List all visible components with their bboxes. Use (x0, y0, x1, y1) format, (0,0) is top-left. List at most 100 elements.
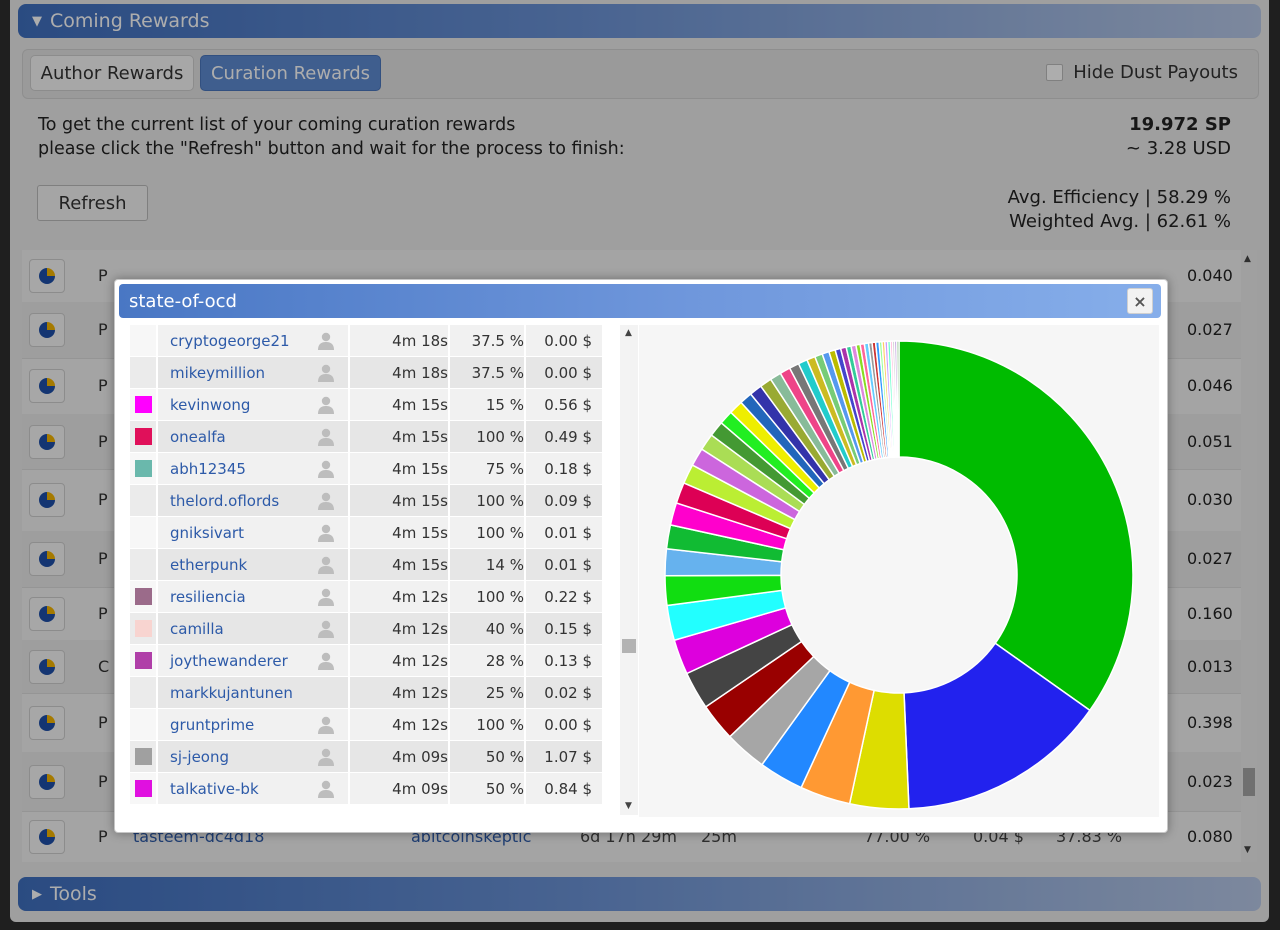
voters-list: cryptogeorge21 4m 18s 37.5 % 0.00 $ mikeymil… (130, 325, 604, 817)
voter-name-link[interactable]: camilla (170, 619, 224, 638)
tab-author-rewards[interactable]: Author Rewards (30, 55, 194, 91)
scroll-up-arrow-icon[interactable]: ▲ (1244, 254, 1251, 264)
vote-value: 0.00 $ (544, 715, 592, 734)
user-icon[interactable] (316, 741, 338, 772)
donut-slice[interactable] (896, 340, 900, 458)
user-icon[interactable] (316, 325, 338, 356)
scroll-down-arrow-icon[interactable]: ▼ (625, 801, 632, 811)
voter-name-link[interactable]: onealfa (170, 427, 226, 446)
user-icon[interactable] (316, 453, 338, 484)
swatch-box (135, 460, 152, 477)
vote-time: 4m 12s (392, 651, 448, 670)
user-icon[interactable] (316, 645, 338, 676)
dialog-titlebar[interactable]: state-of-ocd × (119, 284, 1161, 318)
close-button[interactable]: × (1127, 288, 1153, 314)
user-icon[interactable] (316, 357, 338, 388)
voter-name-link[interactable]: talkative-bk (170, 779, 259, 798)
tools-header[interactable]: ▶ Tools (18, 877, 1261, 911)
pie-chart-icon (39, 658, 55, 675)
cell-background (526, 677, 602, 708)
pie-chart-button[interactable] (29, 764, 65, 799)
scrollbar-thumb[interactable] (1243, 768, 1255, 796)
swatch-box (135, 780, 152, 797)
voter-name-link[interactable]: resiliencia (170, 587, 246, 606)
pie-chart-icon (39, 773, 55, 790)
voter-name-link[interactable]: sj-jeong (170, 747, 229, 766)
user-icon[interactable] (316, 485, 338, 516)
vote-time: 4m 12s (392, 683, 448, 702)
efficiency-summary: Avg. Efficiency | 58.29 % Weighted Avg. … (1008, 186, 1231, 234)
reward-value: 0.046 (1187, 376, 1233, 395)
pie-chart-icon (39, 828, 55, 845)
pie-chart-button[interactable] (29, 649, 65, 684)
donut-slice[interactable] (903, 642, 1091, 810)
pie-chart-button[interactable] (29, 424, 65, 459)
user-icon[interactable] (316, 709, 338, 740)
voter-name-link[interactable]: thelord.oflords (170, 491, 280, 510)
pie-chart-button[interactable] (29, 483, 65, 517)
voter-name-link[interactable]: mikeymillion (170, 363, 266, 382)
row-type: P (98, 376, 108, 395)
voter-name-link[interactable]: etherpunk (170, 555, 248, 574)
voter-name-link[interactable]: gniksivart (170, 523, 244, 542)
vote-time: 4m 15s (392, 427, 448, 446)
row-type: P (98, 549, 108, 568)
refresh-button[interactable]: Refresh (37, 185, 148, 221)
pie-chart-button[interactable] (29, 819, 65, 854)
voter-name-link[interactable]: cryptogeorge21 (170, 331, 290, 350)
voter-name-link[interactable]: kevinwong (170, 395, 251, 414)
scroll-down-arrow-icon[interactable]: ▼ (1244, 845, 1251, 855)
dialog-title: state-of-ocd (129, 290, 237, 312)
hide-dust-checkbox[interactable] (1046, 64, 1064, 81)
cell-background (350, 485, 448, 516)
pie-chart-button[interactable] (29, 705, 65, 740)
scroll-up-arrow-icon[interactable]: ▲ (625, 328, 632, 338)
coming-rewards-header[interactable]: ▼ Coming Rewards (18, 4, 1261, 38)
pie-chart-button[interactable] (29, 369, 65, 403)
user-icon[interactable] (316, 421, 338, 452)
reward-value: 0.080 (1187, 826, 1233, 846)
hide-dust-toggle[interactable]: Hide Dust Payouts (1046, 62, 1238, 83)
user-icon[interactable] (316, 773, 338, 804)
donut-slice[interactable] (898, 340, 1134, 712)
user-icon[interactable] (316, 549, 338, 580)
caret-right-icon: ▶ (32, 886, 42, 902)
swatch-box (135, 748, 152, 765)
vote-value: 0.02 $ (544, 683, 592, 702)
pie-chart-button[interactable] (29, 259, 65, 293)
reward-value: 0.027 (1187, 320, 1233, 339)
pie-chart-button[interactable] (29, 542, 65, 576)
scrollbar-thumb[interactable] (622, 639, 636, 653)
vote-percent: 28 % (485, 651, 524, 670)
pie-chart-button[interactable] (29, 596, 65, 631)
cell-background (350, 357, 448, 388)
vote-value: 0.00 $ (544, 363, 592, 382)
cell-background (450, 613, 524, 644)
swatch-box (135, 396, 152, 413)
voter-name-link[interactable]: gruntprime (170, 715, 255, 734)
vote-percent: 37.5 % (471, 363, 524, 382)
voter-row: resiliencia 4m 12s 100 % 0.22 $ (130, 581, 604, 613)
voter-name-link[interactable]: abh12345 (170, 459, 246, 478)
swatch-box (135, 652, 152, 669)
user-icon[interactable] (316, 581, 338, 612)
user-icon[interactable] (316, 389, 338, 420)
voter-name-link[interactable]: joythewanderer (170, 651, 288, 670)
table-scrollbar[interactable]: ▲ ▼ (1241, 250, 1257, 862)
vote-value: 1.07 $ (544, 747, 592, 766)
cell-background (450, 549, 524, 580)
cell-background (130, 325, 156, 356)
voter-name-link[interactable]: markkujantunen (170, 683, 293, 702)
user-icon[interactable] (316, 613, 338, 644)
cell-background (450, 741, 524, 772)
cell-background (526, 453, 602, 484)
voters-scrollbar[interactable]: ▲ ▼ (620, 325, 638, 815)
user-icon[interactable] (316, 517, 338, 548)
cell-background (526, 325, 602, 356)
hide-dust-label: Hide Dust Payouts (1073, 62, 1238, 83)
cell-background (158, 389, 348, 420)
cell-background (350, 613, 448, 644)
pie-chart-button[interactable] (29, 313, 65, 347)
tab-curation-rewards[interactable]: Curation Rewards (200, 55, 381, 91)
voter-row: gruntprime 4m 12s 100 % 0.00 $ (130, 709, 604, 741)
